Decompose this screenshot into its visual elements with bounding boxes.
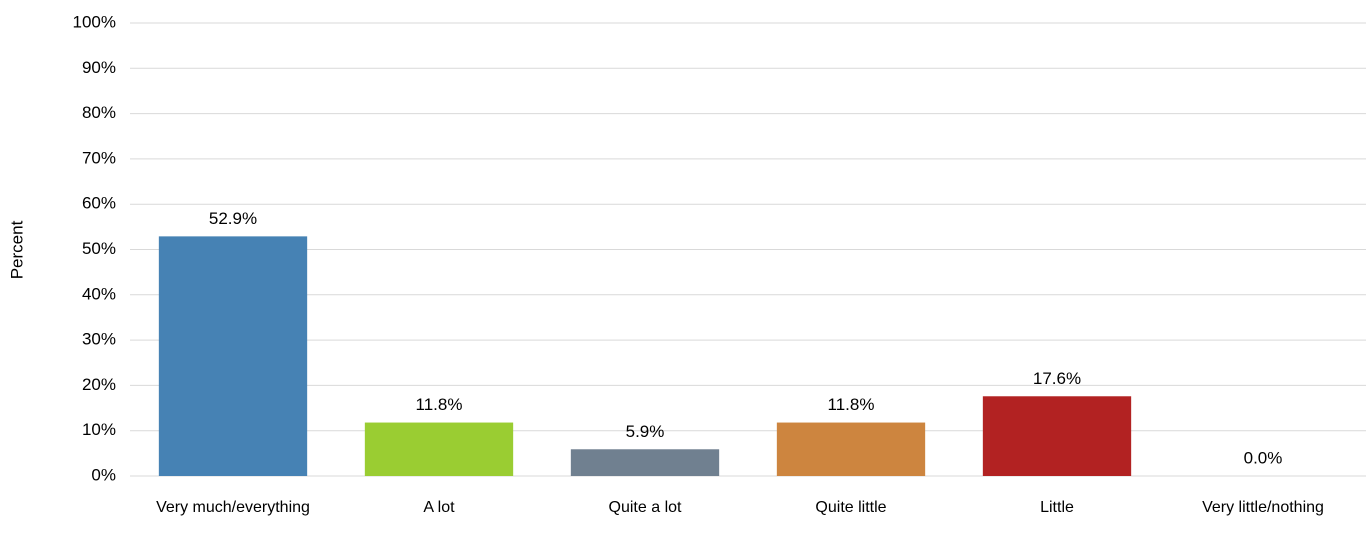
y-tick-label: 60% — [82, 194, 116, 213]
y-tick-label: 40% — [82, 284, 116, 303]
data-label: 11.8% — [416, 395, 463, 414]
x-tick-label: Very much/everything — [156, 499, 310, 516]
x-tick-label: Very little/nothing — [1202, 499, 1324, 516]
x-tick-label: Quite little — [815, 499, 887, 516]
bar — [776, 422, 926, 476]
y-tick-label: 80% — [82, 103, 116, 122]
y-tick-label: 90% — [82, 58, 116, 77]
data-label: 17.6% — [1033, 369, 1081, 388]
bar — [364, 422, 514, 476]
x-tick-label: Quite a lot — [608, 499, 682, 516]
y-tick-label: 70% — [82, 148, 116, 167]
y-tick-label: 0% — [91, 465, 116, 484]
y-tick-label: 10% — [82, 420, 116, 439]
data-label: 0.0% — [1244, 448, 1283, 467]
x-tick-label: Little — [1040, 499, 1074, 516]
y-tick-label: 50% — [82, 239, 116, 258]
bar — [982, 396, 1132, 476]
y-axis-label: Percent — [7, 220, 26, 279]
x-tick-label: A lot — [423, 499, 455, 516]
data-label: 52.9% — [209, 209, 257, 228]
bar — [570, 449, 720, 476]
data-label: 11.8% — [828, 395, 875, 414]
y-tick-label: 20% — [82, 375, 116, 394]
y-tick-label: 100% — [73, 12, 116, 31]
bar — [158, 236, 308, 476]
y-tick-label: 30% — [82, 330, 116, 349]
data-label: 5.9% — [626, 422, 665, 441]
